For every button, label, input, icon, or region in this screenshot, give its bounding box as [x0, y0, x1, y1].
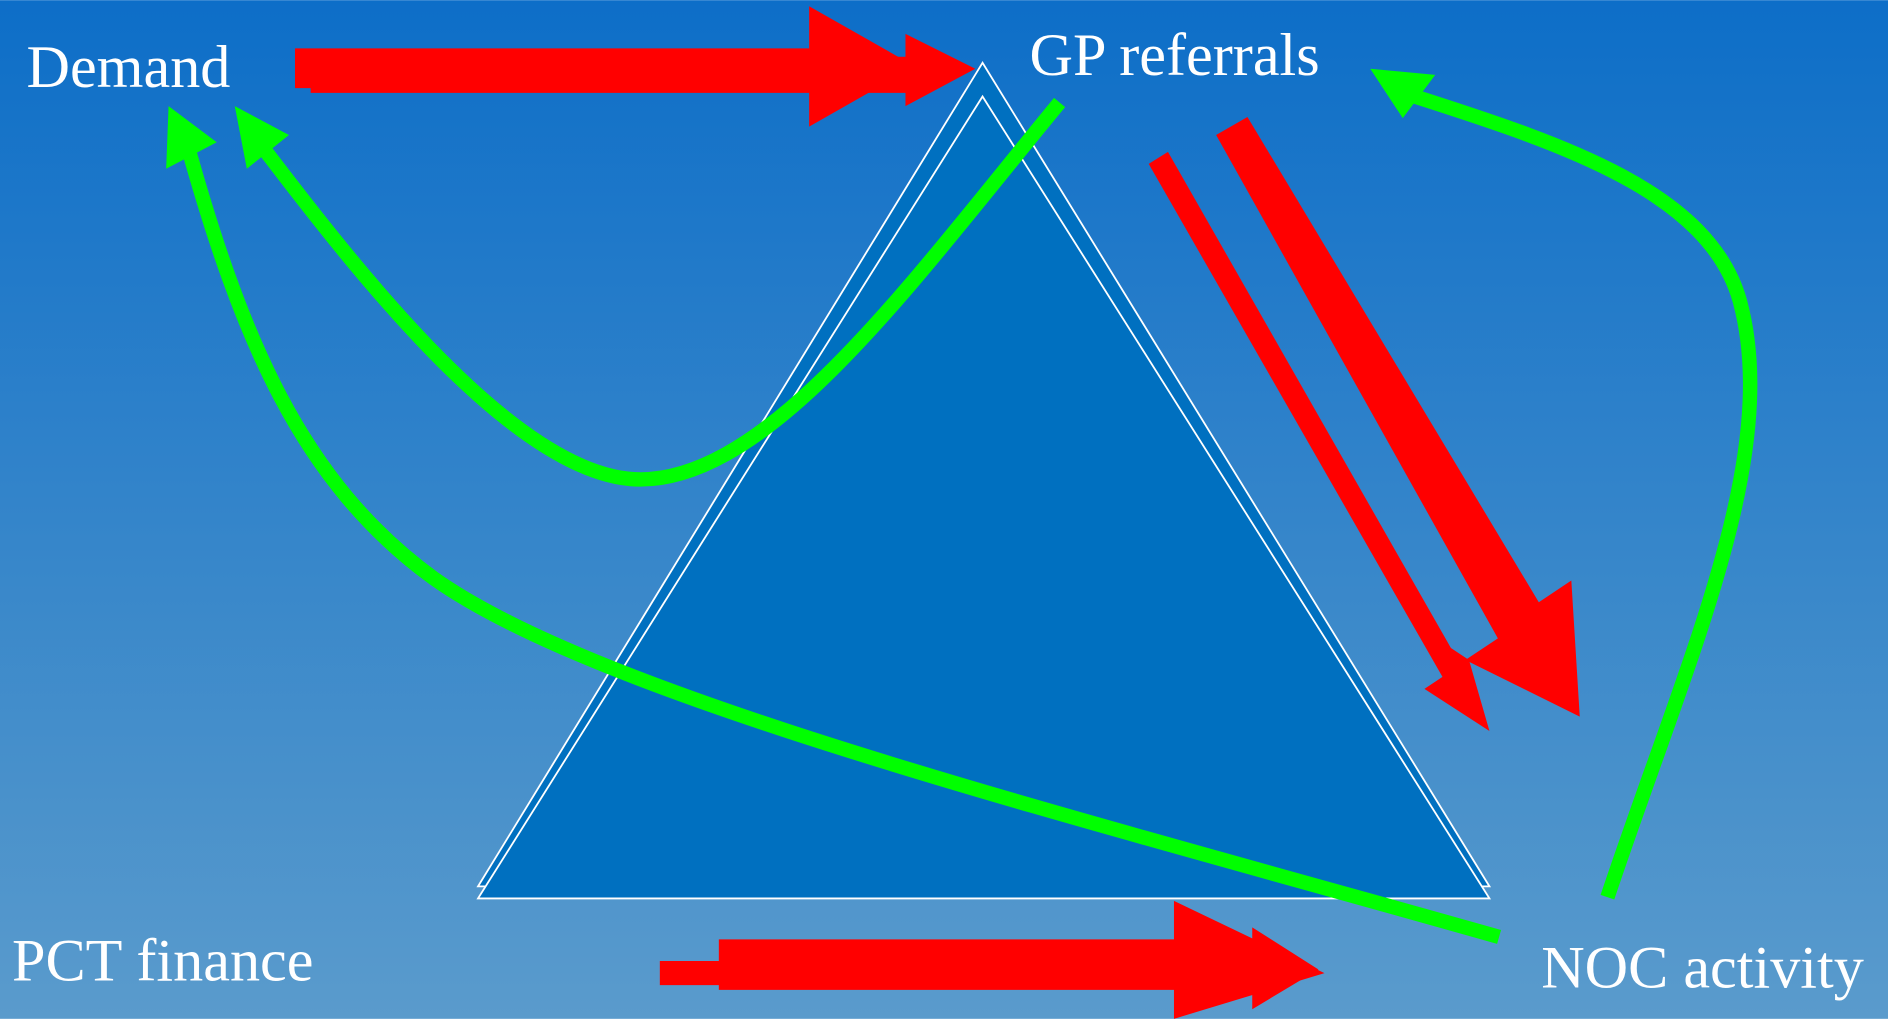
- red-arrow: [310, 33, 976, 107]
- green-curve: [179, 140, 1502, 944]
- green-arrowhead: [234, 106, 289, 169]
- node-label: Demand: [26, 34, 230, 101]
- green-arrowhead: [166, 106, 217, 169]
- green-arrowhead: [1370, 68, 1436, 119]
- green-curve: [253, 97, 1066, 487]
- red-arrow: [1148, 151, 1490, 732]
- red-arrow: [718, 927, 1319, 1010]
- green-curve: [1412, 89, 1758, 900]
- node-label: GP referrals: [1029, 22, 1319, 89]
- node-label: NOC activity: [1541, 935, 1864, 1002]
- node-label: PCT finance: [12, 927, 313, 994]
- triangle-front: [476, 94, 1492, 900]
- red-arrow: [1216, 116, 1580, 717]
